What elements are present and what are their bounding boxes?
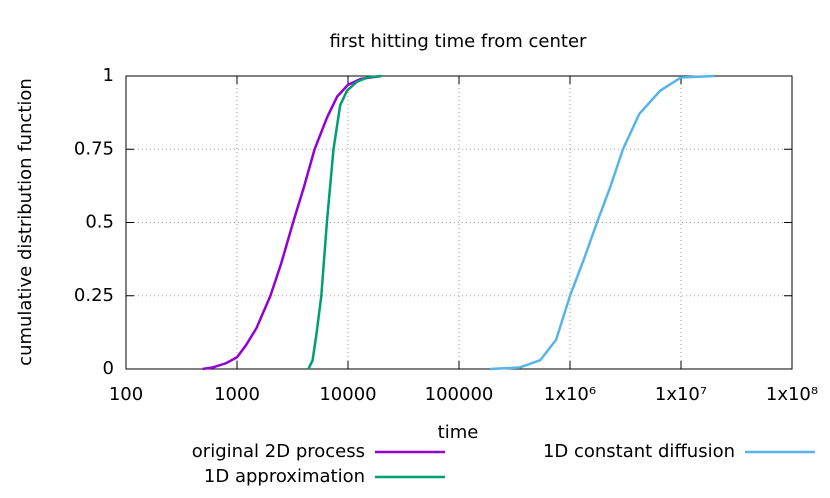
y-tick-label: 0.5 [85,212,114,233]
y-tick-label: 0 [103,358,114,379]
legend-label: 1D constant diffusion [543,441,735,462]
legend-label: 1D approximation [204,466,365,487]
x-axis-label: time [438,422,479,443]
x-tick-label: 10000 [319,384,376,405]
series-line [307,74,382,370]
plot-border [125,75,793,370]
series-line [489,74,715,371]
x-tick-label: 1x10⁸ [766,384,818,405]
series-line [202,74,382,371]
x-tick-label: 1000 [214,384,260,405]
x-tick-label: 1x10⁶ [544,384,596,405]
y-tick-label: 1 [103,65,114,86]
x-tick-label: 100 [109,384,143,405]
y-tick-label: 0.75 [74,138,114,159]
y-axis-label: cumulative distribution function [15,78,36,366]
chart-title: first hitting time from center [330,31,587,52]
legend-label: original 2D process [192,441,365,462]
y-tick-label: 0.25 [74,285,114,306]
x-tick-label: 100000 [425,384,494,405]
x-tick-label: 1x10⁷ [655,384,707,405]
